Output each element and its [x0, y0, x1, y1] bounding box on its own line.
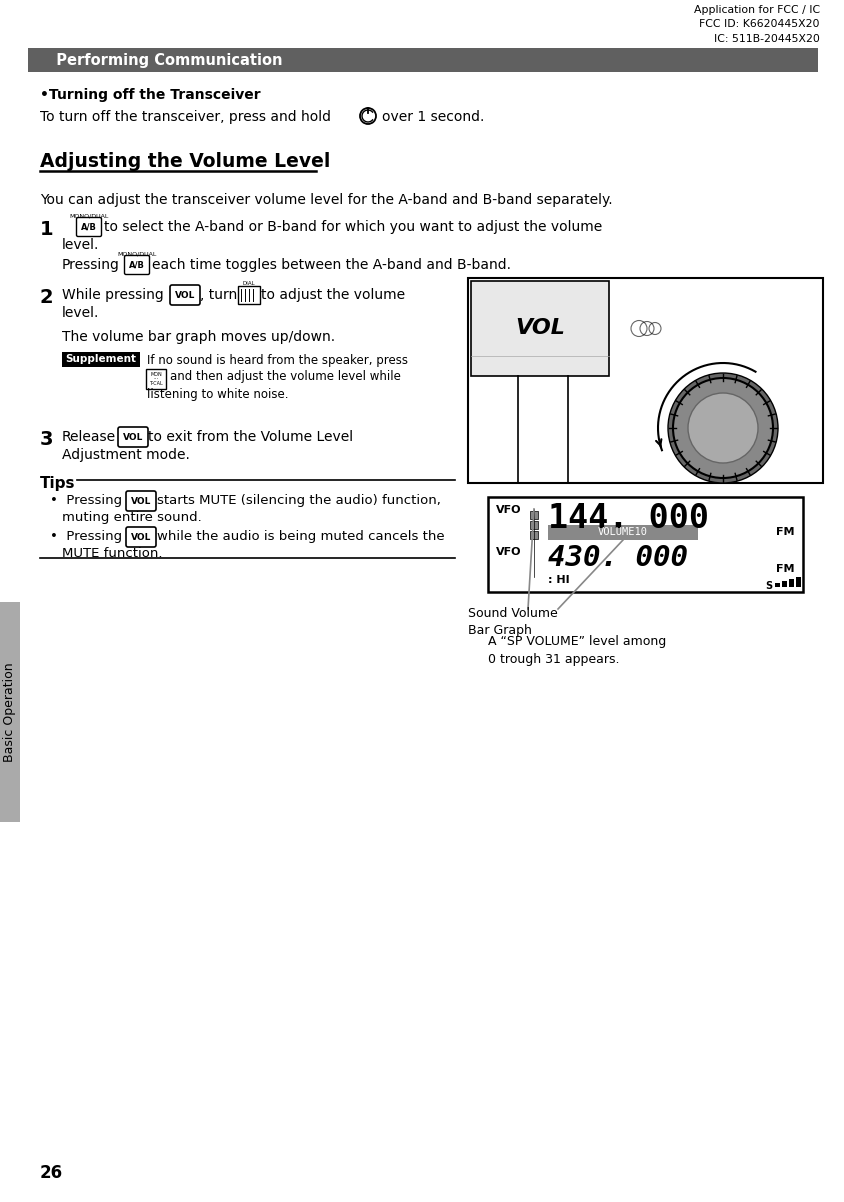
- Bar: [0, 602, 20, 822]
- FancyBboxPatch shape: [77, 218, 101, 237]
- Text: Sound Volume
Bar Graph: Sound Volume Bar Graph: [468, 607, 557, 637]
- Circle shape: [687, 393, 757, 463]
- Text: while the audio is being muted cancels the: while the audio is being muted cancels t…: [157, 530, 444, 543]
- Text: Adjustment mode.: Adjustment mode.: [62, 448, 190, 462]
- Text: MON: MON: [150, 371, 162, 377]
- Text: •  Pressing: • Pressing: [50, 494, 122, 507]
- Text: S: S: [764, 581, 771, 591]
- Text: VOL: VOL: [131, 496, 151, 506]
- Text: Basic Operation: Basic Operation: [3, 662, 17, 762]
- Text: listening to white noise.: listening to white noise.: [147, 388, 288, 401]
- FancyBboxPatch shape: [146, 369, 165, 389]
- Text: FM: FM: [776, 564, 794, 575]
- Text: VOL: VOL: [175, 291, 195, 299]
- Text: muting entire sound.: muting entire sound.: [62, 511, 202, 524]
- Text: The volume bar graph moves up/down.: The volume bar graph moves up/down.: [62, 331, 335, 344]
- Text: 430. 000: 430. 000: [548, 545, 687, 572]
- Text: Tips: Tips: [40, 476, 75, 490]
- Text: Adjusting the Volume Level: Adjusting the Volume Level: [40, 151, 330, 171]
- Text: While pressing: While pressing: [62, 288, 164, 302]
- Text: VOL: VOL: [515, 319, 565, 339]
- FancyBboxPatch shape: [238, 286, 260, 304]
- Text: Application for FCC / IC
FCC ID: K6620445X20
IC: 511B-20445X20: Application for FCC / IC FCC ID: K662044…: [693, 5, 819, 43]
- Text: To turn off the transceiver, press and hold: To turn off the transceiver, press and h…: [40, 111, 331, 124]
- Text: DIAL: DIAL: [242, 281, 255, 286]
- Text: A/B: A/B: [129, 261, 145, 269]
- Text: : HI: : HI: [548, 575, 569, 585]
- Text: level.: level.: [62, 238, 100, 252]
- Text: VOL: VOL: [131, 532, 151, 541]
- Bar: [788, 579, 793, 587]
- Bar: [488, 496, 802, 593]
- Circle shape: [672, 377, 772, 478]
- Text: over 1 second.: over 1 second.: [381, 111, 484, 124]
- Text: T-CAL: T-CAL: [149, 381, 163, 386]
- Text: and then adjust the volume level while: and then adjust the volume level while: [170, 370, 400, 383]
- Text: , turn: , turn: [200, 288, 237, 302]
- FancyBboxPatch shape: [170, 285, 200, 305]
- Text: VOL: VOL: [122, 433, 143, 441]
- Bar: [795, 577, 800, 587]
- Text: Release: Release: [62, 430, 116, 444]
- Text: starts MUTE (silencing the audio) function,: starts MUTE (silencing the audio) functi…: [157, 494, 441, 507]
- FancyBboxPatch shape: [126, 490, 156, 511]
- FancyBboxPatch shape: [118, 427, 148, 447]
- Bar: [28, 48, 817, 72]
- Text: VOLUME10: VOLUME10: [598, 526, 647, 537]
- Bar: [781, 581, 786, 587]
- Text: 2: 2: [40, 288, 53, 307]
- Text: 26: 26: [40, 1164, 63, 1182]
- Text: MONO/DUAL: MONO/DUAL: [117, 251, 156, 256]
- Text: level.: level.: [62, 307, 100, 320]
- Bar: [529, 511, 538, 519]
- Text: each time toggles between the A-band and B-band.: each time toggles between the A-band and…: [152, 258, 511, 272]
- Text: Performing Communication: Performing Communication: [46, 53, 282, 67]
- Bar: [529, 531, 538, 538]
- Text: 1: 1: [40, 220, 53, 239]
- Text: You can adjust the transceiver volume level for the A-band and B-band separately: You can adjust the transceiver volume le…: [40, 194, 612, 207]
- Text: 144. 000: 144. 000: [548, 502, 708, 535]
- Text: •  Pressing: • Pressing: [50, 530, 122, 543]
- Text: to select the A-band or B-band for which you want to adjust the volume: to select the A-band or B-band for which…: [104, 220, 602, 234]
- FancyBboxPatch shape: [126, 526, 156, 547]
- Text: Pressing: Pressing: [62, 258, 120, 272]
- Text: MUTE function.: MUTE function.: [62, 547, 162, 560]
- Text: FM: FM: [776, 526, 794, 537]
- Bar: [468, 278, 822, 483]
- Text: to exit from the Volume Level: to exit from the Volume Level: [148, 430, 353, 444]
- Text: 3: 3: [40, 430, 53, 450]
- Text: If no sound is heard from the speaker, press: If no sound is heard from the speaker, p…: [147, 355, 408, 367]
- Bar: [774, 583, 779, 587]
- Bar: [62, 352, 140, 367]
- Text: A “SP VOLUME” level among
0 trough 31 appears.: A “SP VOLUME” level among 0 trough 31 ap…: [488, 635, 665, 666]
- Text: ···: ···: [154, 376, 159, 381]
- Text: A/B: A/B: [81, 222, 97, 232]
- Text: •Turning off the Transceiver: •Turning off the Transceiver: [40, 88, 260, 102]
- Bar: [470, 281, 609, 376]
- FancyBboxPatch shape: [124, 256, 149, 274]
- Bar: [529, 520, 538, 529]
- Text: Supplement: Supplement: [66, 355, 137, 364]
- Bar: [548, 525, 697, 540]
- Circle shape: [668, 373, 777, 483]
- Text: VFO: VFO: [495, 547, 521, 557]
- Text: to adjust the volume: to adjust the volume: [261, 288, 404, 302]
- Text: MONO/DUAL: MONO/DUAL: [69, 213, 109, 218]
- Text: VFO: VFO: [495, 505, 521, 514]
